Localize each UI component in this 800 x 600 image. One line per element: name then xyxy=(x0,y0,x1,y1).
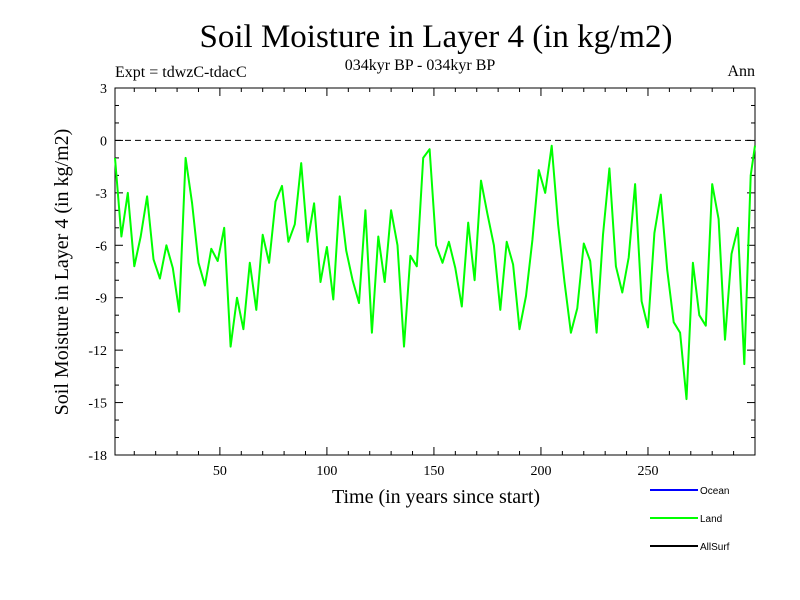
legend-label-ocean: Ocean xyxy=(700,486,729,497)
x-tick-label: 50 xyxy=(213,464,227,479)
y-tick-label: 3 xyxy=(100,82,107,97)
y-tick-label: 0 xyxy=(100,134,107,149)
y-tick-label: -12 xyxy=(88,344,107,359)
y-tick-label: -9 xyxy=(95,292,107,307)
chart-title: Soil Moisture in Layer 4 (in kg/m2) xyxy=(200,19,673,55)
y-axis-label: Soil Moisture in Layer 4 (in kg/m2) xyxy=(51,129,73,416)
season-label: Ann xyxy=(727,63,755,80)
y-tick-label: -15 xyxy=(88,397,107,412)
x-tick-label: 100 xyxy=(316,464,337,479)
x-axis-label: Time (in years since start) xyxy=(332,486,540,508)
y-tick-label: -3 xyxy=(95,187,107,202)
x-axis-ticks: 50 100 150 200 250 xyxy=(133,88,735,479)
series-line-land xyxy=(114,144,756,401)
y-tick-label: -6 xyxy=(95,239,107,254)
x-tick-label: 250 xyxy=(637,464,658,479)
legend: Ocean Land AllSurf xyxy=(650,486,730,553)
legend-label-land: Land xyxy=(700,514,722,525)
legend-label-allsurf: AllSurf xyxy=(700,542,730,553)
axes xyxy=(114,87,756,456)
y-axis-ticks: 3 0 -3 -6 -9 -12 -15 -18 xyxy=(88,82,755,464)
x-tick-label: 150 xyxy=(423,464,444,479)
y-tick-label: -18 xyxy=(88,449,107,464)
plot-frame xyxy=(114,87,756,456)
x-tick-label: 200 xyxy=(530,464,551,479)
chart-subtitle: 034kyr BP - 034kyr BP xyxy=(345,57,496,74)
experiment-label: Expt = tdwzC-tdacC xyxy=(115,64,247,81)
